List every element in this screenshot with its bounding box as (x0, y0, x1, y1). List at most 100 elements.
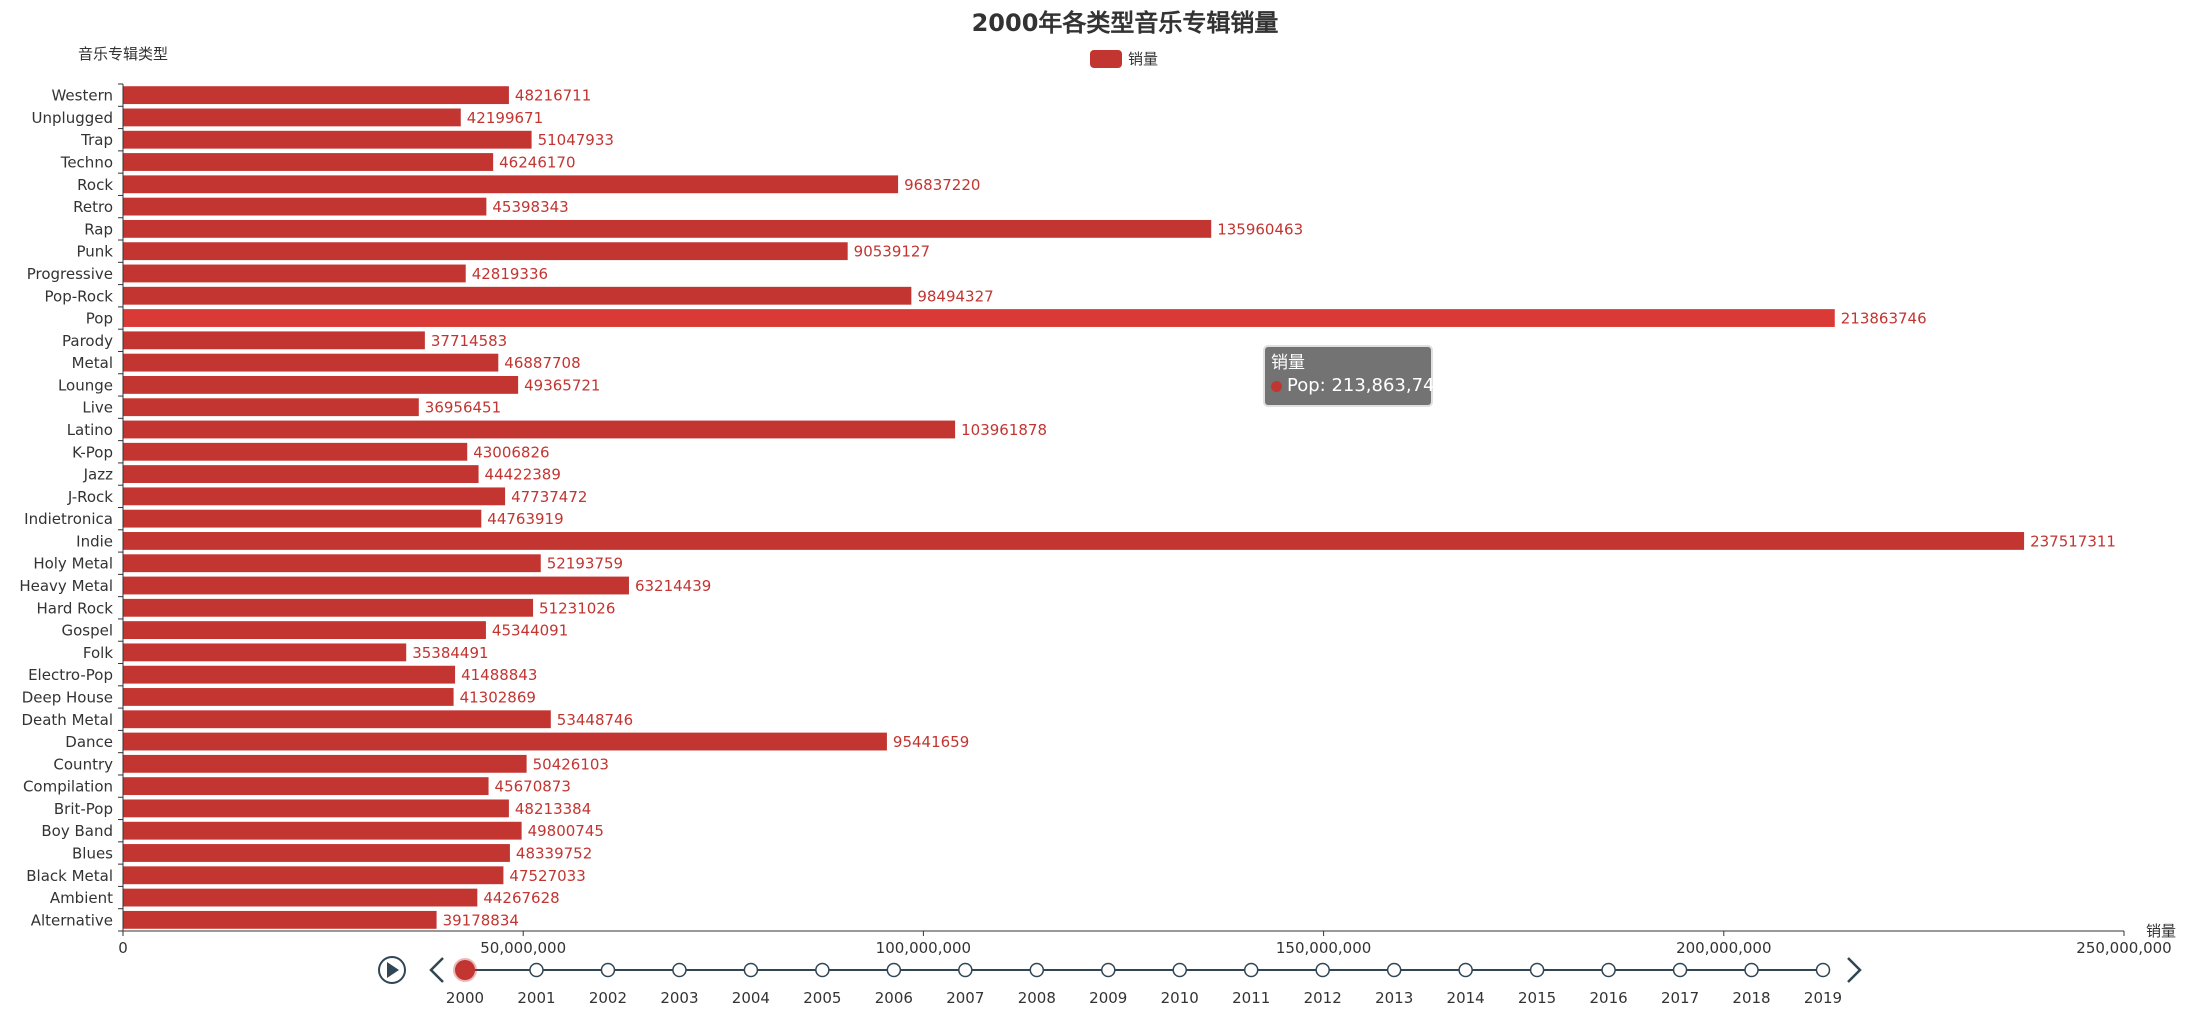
timeline-year-label[interactable]: 2006 (875, 989, 913, 1007)
bar-progressive[interactable] (123, 264, 466, 283)
bar-techno[interactable] (123, 153, 494, 171)
bar-pop-rock[interactable] (123, 286, 912, 305)
timeline-point[interactable] (1243, 962, 1259, 978)
bar-compilation[interactable] (123, 777, 489, 796)
timeline-year-label[interactable]: 2002 (589, 989, 627, 1007)
bar-electro-pop[interactable] (123, 665, 456, 684)
timeline-year-label[interactable]: 2001 (517, 989, 555, 1007)
bar-rock[interactable] (123, 175, 899, 194)
bar-value-label: 44763919 (487, 510, 563, 528)
timeline-point[interactable] (743, 962, 759, 978)
timeline-point[interactable] (958, 962, 973, 978)
prev-icon[interactable] (429, 957, 444, 983)
timeline-point[interactable] (600, 962, 616, 978)
bar-brit-pop[interactable] (123, 799, 509, 818)
y-tick-label: Punk (77, 243, 114, 261)
bar-value-label: 63214439 (635, 577, 711, 595)
timeline-point[interactable] (1172, 962, 1187, 978)
timeline-year-label[interactable]: 2014 (1447, 989, 1485, 1007)
bar-hard-rock[interactable] (123, 598, 534, 617)
tooltip-marker (1271, 380, 1282, 392)
y-tick-label: Gospel (61, 622, 113, 640)
timeline-point[interactable] (886, 962, 902, 978)
bar-blues[interactable] (123, 844, 510, 862)
bar-deep-house[interactable] (123, 688, 454, 706)
bar-holy-metal[interactable] (123, 554, 541, 573)
timeline-year-label[interactable]: 2009 (1089, 989, 1127, 1007)
bar-black-metal[interactable] (123, 866, 504, 885)
timeline-point[interactable] (1744, 962, 1759, 978)
timeline-point[interactable] (1601, 962, 1616, 978)
bar-j-rock[interactable] (123, 487, 506, 506)
y-tick-label: Heavy Metal (19, 577, 113, 595)
bar-heavy-metal[interactable] (123, 576, 629, 595)
y-tick-label: Country (53, 755, 113, 773)
legend-label: 销量 (1128, 50, 1158, 68)
timeline-year-label[interactable]: 2015 (1518, 989, 1556, 1007)
timeline-point[interactable] (1815, 962, 1831, 978)
next-icon[interactable] (1847, 957, 1862, 983)
bar-trap[interactable] (123, 130, 532, 149)
timeline-year-label[interactable]: 2017 (1661, 989, 1699, 1007)
bar-value-label: 45344091 (492, 622, 568, 640)
timeline-year-label[interactable]: 2005 (803, 989, 841, 1007)
bar-metal[interactable] (123, 353, 499, 372)
timeline-year-label[interactable]: 2019 (1804, 989, 1842, 1007)
legend-item[interactable]: 销量 (1090, 50, 1158, 68)
timeline-year-label[interactable]: 2012 (1304, 989, 1342, 1007)
bar-folk[interactable] (123, 643, 407, 662)
bar-live[interactable] (123, 398, 419, 417)
y-tick-label: Dance (65, 733, 113, 751)
bar-dance[interactable] (123, 732, 887, 751)
timeline-year-label[interactable]: 2018 (1732, 989, 1770, 1007)
bar-rap[interactable] (123, 219, 1212, 238)
bar-indie[interactable] (123, 532, 2025, 550)
timeline-year-label[interactable]: 2011 (1232, 989, 1270, 1007)
bar-gospel[interactable] (123, 621, 486, 640)
bar-pop[interactable] (123, 309, 1835, 327)
timeline-year-label[interactable]: 2007 (946, 989, 984, 1007)
bar-latino[interactable] (123, 420, 956, 439)
timeline-point[interactable] (1672, 962, 1688, 978)
bar-value-label: 48216711 (515, 87, 591, 105)
bar-value-label: 95441659 (893, 733, 969, 751)
timeline-year-label[interactable]: 2008 (1018, 989, 1056, 1007)
timeline-point[interactable] (1458, 962, 1473, 978)
y-tick-label: Retro (73, 198, 113, 216)
bar-retro[interactable] (123, 197, 487, 216)
timeline-year-label[interactable]: 2004 (732, 989, 770, 1007)
bar-k-pop[interactable] (123, 442, 468, 461)
timeline-year-label[interactable]: 2016 (1589, 989, 1627, 1007)
timeline-year-label[interactable]: 2000 (446, 989, 484, 1007)
bar-country[interactable] (123, 754, 527, 773)
bar-ambient[interactable] (123, 888, 478, 907)
bar-death-metal[interactable] (123, 710, 551, 729)
play-icon[interactable] (378, 956, 406, 984)
timeline-point[interactable] (815, 962, 830, 978)
y-tick-label: Live (82, 399, 113, 417)
bar-indietronica[interactable] (123, 509, 482, 528)
bar-boy-band[interactable] (123, 821, 522, 840)
timeline-point[interactable] (672, 962, 687, 978)
bar-jazz[interactable] (123, 465, 479, 483)
bar-value-label: 46246170 (499, 154, 575, 172)
timeline-year-label[interactable]: 2010 (1161, 989, 1199, 1007)
bar-punk[interactable] (123, 242, 848, 261)
bar-western[interactable] (123, 86, 509, 105)
bar-value-label: 49365721 (524, 376, 600, 394)
timeline-point[interactable] (1529, 962, 1545, 978)
bar-value-label: 98494327 (917, 287, 993, 305)
timeline-year-label[interactable]: 2013 (1375, 989, 1413, 1007)
timeline-point[interactable] (1101, 962, 1116, 978)
chart-title: 2000年各类型音乐专辑销量 (972, 9, 1279, 37)
timeline-point[interactable] (1315, 962, 1330, 978)
bar-unplugged[interactable] (123, 108, 461, 127)
timeline-point[interactable] (529, 962, 544, 978)
bar-alternative[interactable] (123, 910, 437, 929)
bar-lounge[interactable] (123, 375, 519, 394)
timeline-point[interactable] (1029, 962, 1045, 978)
bar-parody[interactable] (123, 331, 425, 350)
timeline-year-label[interactable]: 2003 (660, 989, 698, 1007)
timeline-point-active[interactable] (453, 958, 477, 982)
timeline-point[interactable] (1386, 962, 1402, 978)
